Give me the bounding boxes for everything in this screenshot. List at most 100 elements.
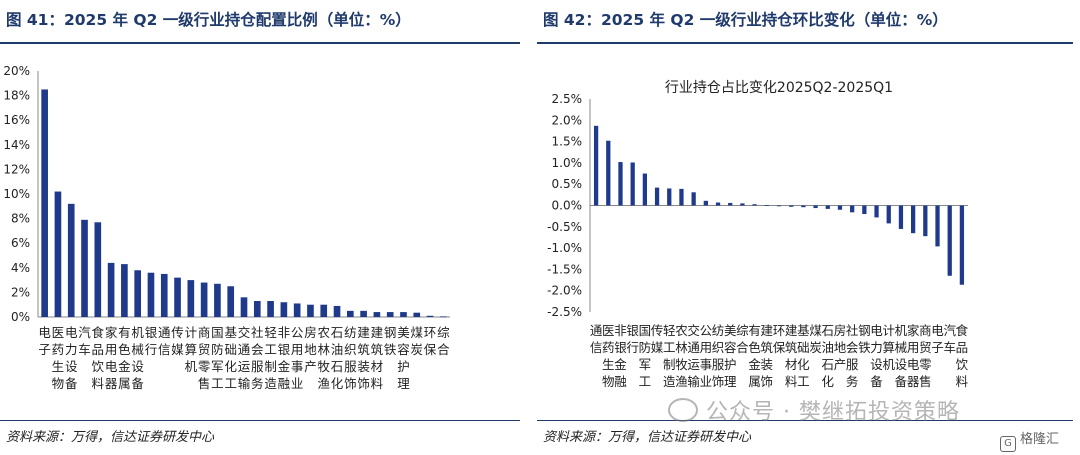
- bar: [703, 200, 708, 206]
- bar: [373, 312, 381, 317]
- bar: [837, 205, 843, 210]
- x-tick-label: 公用事业: [700, 323, 713, 389]
- bar: [214, 283, 221, 317]
- bar: [728, 202, 733, 206]
- x-tick-label: 非银金融: [614, 323, 627, 389]
- x-tick-label: 社会服务: [846, 323, 859, 389]
- bar: [764, 205, 769, 206]
- y-tick-label: 0.5%: [552, 177, 583, 191]
- bar: [160, 273, 168, 317]
- bar: [789, 205, 794, 207]
- logo: G 格隆汇: [1000, 428, 1059, 452]
- y-tick-label: 2.5%: [552, 92, 583, 106]
- x-tick-label: 医药生物: [52, 325, 65, 391]
- bar: [630, 162, 635, 206]
- y-tick-label: -1.5%: [547, 262, 582, 276]
- x-tick-label: 美容护理: [397, 325, 410, 391]
- figure-title: 图 41：2025 年 Q2 一级行业持仓配置比例（单位：%）: [6, 11, 411, 29]
- y-tick-label: 14%: [3, 138, 30, 152]
- x-tick-label: 基础化工: [797, 323, 810, 389]
- bar: [874, 205, 879, 218]
- bar: [642, 173, 648, 206]
- x-tick-label: 环保: [773, 323, 786, 355]
- bar: [862, 205, 867, 215]
- x-tick-label: 家用电器: [907, 323, 920, 389]
- bar: [776, 205, 782, 207]
- bar: [333, 305, 341, 317]
- bar: [360, 310, 367, 317]
- bar: [267, 301, 274, 317]
- bar: [413, 312, 421, 317]
- x-tick-label: 环保: [424, 325, 437, 357]
- x-tick-label: 有色金属: [748, 323, 761, 389]
- x-tick-label: 国防军工: [211, 325, 224, 391]
- bar: [426, 315, 434, 317]
- x-tick-label: 非银金融: [278, 325, 291, 391]
- bar: [947, 205, 952, 276]
- x-tick-label: 机械设备: [131, 325, 144, 391]
- x-tick-label: 钢铁: [384, 325, 397, 357]
- x-tick-label: 汽车: [943, 323, 956, 355]
- source-note: 资料来源：万得，信达证券研发中心: [543, 430, 752, 445]
- x-tick-label: 美容护理: [724, 323, 737, 389]
- bar: [253, 301, 261, 317]
- x-tick-label: 通信: [158, 325, 171, 357]
- x-tick-label: 银行: [626, 323, 639, 355]
- y-tick-label: 12%: [3, 162, 30, 176]
- x-tick-label: 建筑装饰: [357, 325, 370, 391]
- x-tick-label: 综合: [437, 325, 450, 357]
- bar: [593, 125, 599, 206]
- x-tick-label: 医药生物: [602, 323, 615, 389]
- x-tick-label: 煤炭: [809, 323, 822, 355]
- bar: [307, 304, 314, 317]
- y-tick-label: 20%: [3, 64, 30, 78]
- bar: [121, 264, 128, 317]
- x-tick-label: 电子: [38, 325, 51, 357]
- x-tick-label: 传媒: [171, 325, 184, 357]
- bar: [715, 202, 721, 206]
- bar: [174, 277, 181, 317]
- bar: [400, 312, 407, 317]
- x-tick-label: 交通运输: [687, 323, 700, 389]
- bar: [898, 205, 904, 229]
- bar: [187, 280, 195, 317]
- chart-title: 行业持仓占比变化2025Q2-2025Q1: [665, 80, 893, 96]
- bar: [81, 219, 88, 317]
- x-tick-label: 国防军工: [639, 323, 652, 389]
- y-tick-label: -1.0%: [547, 241, 582, 255]
- bar: [825, 205, 830, 209]
- bar: [200, 282, 208, 317]
- x-tick-label: 基础化工: [224, 325, 237, 391]
- x-tick-label: 建筑材料: [785, 323, 798, 389]
- x-tick-label: 有色金属: [118, 325, 131, 391]
- x-tick-label: 电力设备: [870, 323, 883, 389]
- allocation-bar-chart: 0% 2% 4% 6% 8% 10% 12% 14% 16% 18% 20% 电子医药生物电力设备汽车…: [3, 64, 450, 391]
- x-tick-label: 计算机: [882, 323, 895, 372]
- x-tick-label: 纺织服饰: [712, 323, 725, 389]
- y-tick-label: 1.5%: [552, 135, 583, 149]
- title-rule: [537, 42, 1073, 44]
- x-tick-label: 家用电器: [105, 325, 118, 391]
- bar: [293, 303, 301, 317]
- x-tick-label: 计算机: [185, 325, 198, 374]
- bar: [910, 205, 916, 234]
- source-note: 资料来源：万得，信达证券研发中心: [6, 430, 215, 445]
- bar: [679, 188, 684, 206]
- y-tick-label: 8%: [11, 212, 30, 226]
- x-tick-label: 银行: [145, 325, 158, 357]
- logo-text: 格隆汇: [1020, 432, 1060, 447]
- bar: [667, 188, 672, 206]
- bar: [240, 297, 248, 317]
- bar: [440, 316, 447, 318]
- y-tick-label: 16%: [3, 113, 30, 127]
- bar: [41, 89, 48, 317]
- footer-rule: [0, 420, 520, 421]
- x-tick-label: 汽车: [78, 325, 91, 357]
- bar: [813, 205, 818, 209]
- x-tick-label: 公用事业: [291, 325, 304, 391]
- bar: [740, 203, 745, 206]
- x-tick-label: 电子: [931, 323, 944, 355]
- y-tick-label: 0%: [11, 310, 30, 324]
- bar: [959, 205, 965, 285]
- x-tick-label: 石油石化: [331, 325, 344, 391]
